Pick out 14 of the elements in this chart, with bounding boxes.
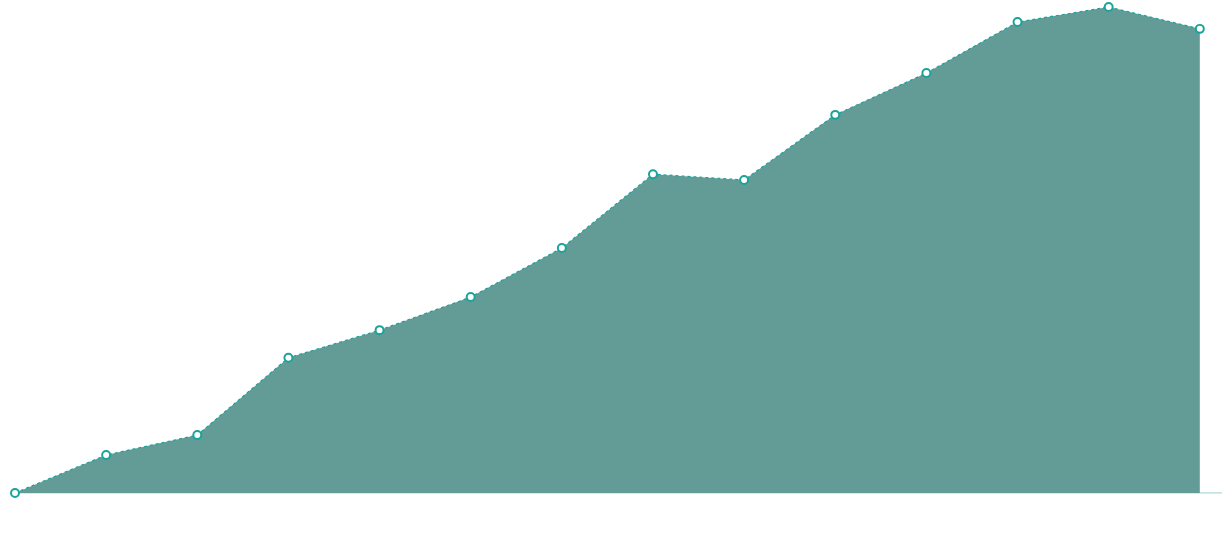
point — [101, 450, 112, 461]
point — [739, 175, 750, 186]
point — [283, 352, 294, 363]
point — [830, 109, 841, 120]
point — [556, 243, 567, 254]
point — [374, 325, 385, 336]
point — [921, 68, 932, 79]
point — [1194, 23, 1205, 34]
point — [1012, 17, 1023, 28]
point — [647, 169, 658, 180]
point — [192, 430, 203, 441]
point — [1103, 2, 1114, 13]
point — [465, 292, 476, 303]
point — [10, 487, 20, 498]
